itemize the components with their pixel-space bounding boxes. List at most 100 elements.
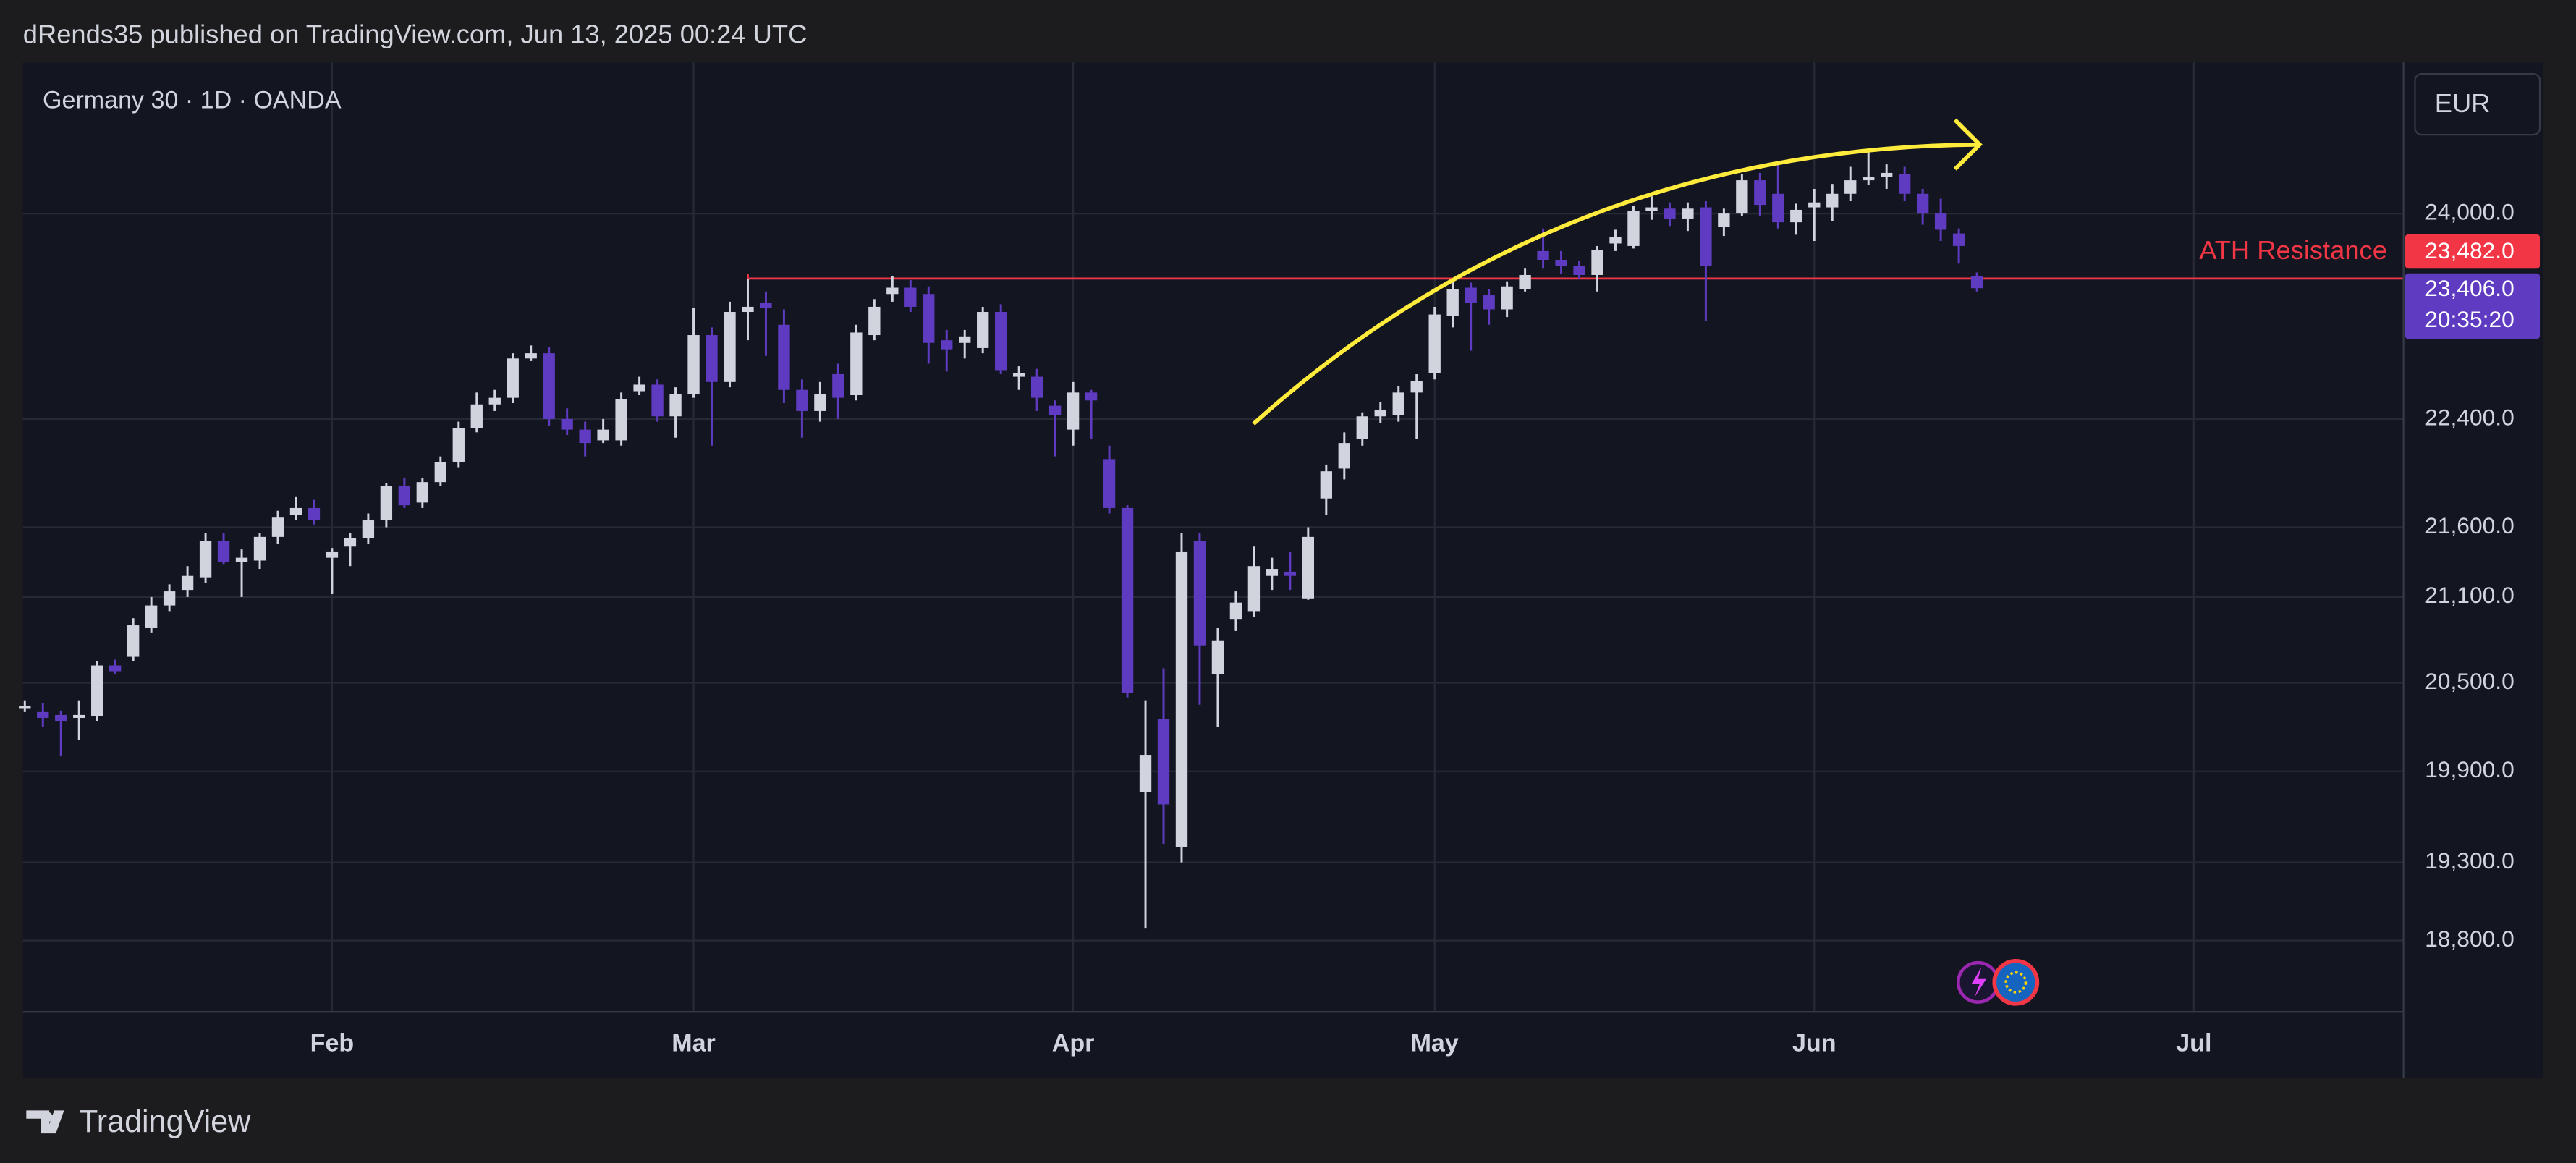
- candle-body: [615, 399, 627, 441]
- x-tick-label: Jun: [1792, 1030, 1836, 1057]
- candle-body: [760, 303, 772, 308]
- candle-body: [127, 625, 140, 657]
- candle-body: [597, 429, 609, 441]
- y-tick-label: 22,400.0: [2425, 404, 2514, 430]
- candle-body: [1970, 276, 1983, 289]
- candle-body: [163, 591, 176, 606]
- candle-body: [814, 394, 826, 411]
- candle-body: [543, 353, 555, 419]
- y-tick-label: 18,800.0: [2425, 926, 2514, 952]
- resistance-price-box: [2405, 234, 2541, 269]
- candle-body: [706, 335, 718, 382]
- eu-flag-icon[interactable]: [1992, 958, 2040, 1006]
- candle-body: [1645, 207, 1658, 211]
- candle-body: [1175, 551, 1188, 847]
- y-tick-label: 21,100.0: [2425, 582, 2514, 608]
- candle-body: [1428, 314, 1441, 373]
- candle-body: [1320, 471, 1332, 499]
- y-tick-label: 24,000.0: [2425, 199, 2514, 225]
- x-tick-label: Jul: [2176, 1030, 2211, 1057]
- candle-body: [1863, 177, 1875, 181]
- candle-body: [1627, 211, 1640, 246]
- y-tick-label: 19,300.0: [2425, 847, 2514, 874]
- candle-body: [326, 551, 339, 558]
- candle-body: [1952, 233, 1965, 246]
- y-tick-label: 20,500.0: [2425, 668, 2514, 694]
- last-price-label: 23,406.0: [2425, 275, 2514, 301]
- candle-body: [434, 462, 446, 483]
- candle-body: [868, 306, 881, 336]
- candle-body: [1446, 289, 1459, 316]
- candle-body: [669, 394, 682, 417]
- currency-button[interactable]: [2414, 73, 2541, 136]
- candle-body: [724, 312, 736, 382]
- lightning-icon: [1971, 967, 1986, 997]
- candle-body: [742, 306, 754, 313]
- candle-body: [886, 287, 899, 295]
- candle-body: [832, 373, 844, 398]
- candle-body: [959, 336, 971, 343]
- candle-body: [488, 397, 501, 405]
- candle-body: [1284, 571, 1297, 576]
- logo-dot: [43, 1112, 53, 1122]
- arc-annotation: [1252, 142, 1980, 426]
- candle-body: [1772, 193, 1784, 223]
- header: dRends35 published on TradingView.com, J…: [23, 20, 808, 49]
- candle-body: [181, 575, 194, 591]
- resistance-label: ATH Resistance: [2199, 235, 2387, 265]
- candle-body: [416, 482, 429, 503]
- candle-body: [19, 706, 31, 709]
- y-tick-label: 21,600.0: [2425, 512, 2514, 538]
- candle-body: [1103, 459, 1116, 508]
- candle-body: [561, 418, 573, 430]
- last-price-box: [2405, 273, 2541, 339]
- candle-body: [109, 665, 122, 672]
- candle-body: [850, 332, 863, 395]
- candle-body: [1700, 207, 1712, 266]
- candle-body: [995, 312, 1007, 371]
- candle-body: [470, 404, 483, 428]
- x-tick-label: Feb: [310, 1030, 355, 1057]
- candle-body: [1266, 569, 1279, 576]
- candle-body: [923, 294, 935, 343]
- candle-body: [1048, 405, 1062, 415]
- currency[interactable]: EUR: [2435, 88, 2491, 118]
- countdown: 20:35:20: [2425, 306, 2514, 332]
- candle-body: [380, 486, 393, 521]
- candle-body: [452, 428, 465, 462]
- candle-body: [1790, 209, 1802, 223]
- candle-body: [1211, 640, 1224, 674]
- candle-body: [977, 312, 989, 348]
- candle-body: [1682, 208, 1694, 219]
- candle-body: [579, 429, 591, 444]
- chart-panel: [22, 62, 2543, 1078]
- candle-body: [1374, 410, 1386, 417]
- candle-body: [778, 324, 790, 390]
- candle-body: [1934, 213, 1947, 230]
- candle-body: [199, 541, 212, 578]
- candle-body: [1664, 208, 1676, 219]
- candle-body: [1736, 180, 1748, 214]
- resistance-price-label: 23,482.0: [2425, 237, 2514, 263]
- candle-body: [1555, 260, 1567, 266]
- candle-body: [525, 353, 537, 359]
- candle-body: [362, 520, 375, 538]
- arrow-head: [1953, 118, 1983, 171]
- candle-body: [1067, 392, 1080, 430]
- candle-body: [308, 507, 321, 521]
- candle-body: [1808, 202, 1821, 208]
- x-tick-label: Apr: [1052, 1030, 1095, 1057]
- candle-body: [1483, 295, 1495, 310]
- candle-body: [1881, 172, 1893, 177]
- logo-mark: [26, 1110, 64, 1134]
- x-tick-label: Mar: [671, 1030, 716, 1057]
- candle-body: [1826, 193, 1839, 208]
- eu-stars: [2004, 971, 2028, 994]
- candle-body: [796, 389, 808, 411]
- candle-body: [1573, 266, 1585, 275]
- candle-body: [253, 536, 266, 561]
- candle-body: [289, 507, 302, 515]
- candle-body: [145, 605, 158, 628]
